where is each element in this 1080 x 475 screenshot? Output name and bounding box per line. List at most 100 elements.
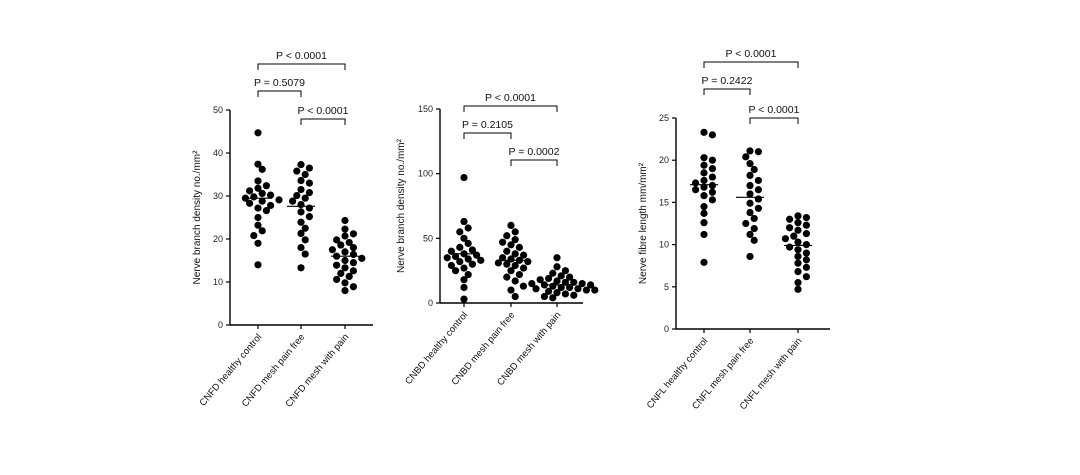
data-point xyxy=(794,268,802,276)
data-point xyxy=(275,196,283,204)
data-point xyxy=(345,238,353,247)
data-point xyxy=(692,179,700,187)
data-point xyxy=(250,193,258,201)
data-point xyxy=(262,182,270,190)
data-point xyxy=(746,230,754,239)
data-point xyxy=(574,285,582,293)
data-point xyxy=(305,179,313,187)
data-point xyxy=(566,273,574,281)
significance-bracket xyxy=(300,118,346,125)
data-point xyxy=(794,278,802,287)
data-point xyxy=(341,256,349,265)
data-point xyxy=(802,221,811,229)
data-point xyxy=(349,259,357,267)
data-point xyxy=(293,167,301,175)
p-value-label: P < 0.0001 xyxy=(276,50,327,62)
data-point xyxy=(297,244,305,252)
y-tick-label: 0 xyxy=(428,298,433,308)
data-point xyxy=(746,171,754,179)
data-point xyxy=(700,258,708,266)
data-point xyxy=(794,238,802,246)
y-tick-label: 0 xyxy=(664,324,669,334)
data-point xyxy=(452,267,460,275)
data-point xyxy=(460,217,468,226)
data-point xyxy=(700,169,708,177)
data-point xyxy=(258,227,266,235)
data-point xyxy=(447,247,455,255)
data-point xyxy=(301,170,309,179)
data-point xyxy=(511,236,519,244)
data-point xyxy=(557,272,565,280)
data-point xyxy=(297,208,305,216)
data-point xyxy=(305,188,313,197)
y-tick-label: 25 xyxy=(659,113,669,123)
data-point xyxy=(549,269,557,277)
data-point xyxy=(549,294,557,302)
data-point xyxy=(802,249,811,257)
data-point xyxy=(561,267,570,275)
p-value-label: P < 0.0001 xyxy=(485,92,536,104)
data-point xyxy=(297,218,305,226)
data-point xyxy=(341,232,349,240)
data-point xyxy=(708,181,717,190)
data-point xyxy=(700,209,708,217)
data-point xyxy=(786,224,794,232)
data-point xyxy=(341,248,349,256)
data-point xyxy=(746,159,754,168)
data-point xyxy=(511,250,519,258)
data-point xyxy=(507,241,515,249)
data-point xyxy=(519,282,528,290)
p-value-label: P = 0.2422 xyxy=(702,75,753,87)
data-point xyxy=(794,219,802,227)
data-point xyxy=(708,131,717,139)
data-point xyxy=(349,283,357,291)
data-point xyxy=(254,160,262,168)
data-point xyxy=(511,228,519,236)
data-point xyxy=(333,261,341,269)
significance-bracket xyxy=(749,117,799,124)
data-point xyxy=(553,277,561,285)
data-point xyxy=(781,235,790,243)
data-point xyxy=(746,147,754,155)
data-point xyxy=(708,165,717,173)
data-point xyxy=(301,194,309,202)
data-point xyxy=(305,213,313,221)
data-point xyxy=(561,278,570,286)
data-point xyxy=(520,264,528,272)
data-point xyxy=(750,214,758,223)
data-point xyxy=(750,224,758,233)
data-point xyxy=(464,224,472,232)
data-point xyxy=(790,232,798,240)
data-point xyxy=(515,243,524,251)
data-point xyxy=(297,229,305,238)
data-point xyxy=(557,283,565,292)
y-axis-title: Nerve branch density no./mm² xyxy=(192,150,203,285)
data-point xyxy=(333,275,341,284)
data-point xyxy=(460,283,468,292)
y-tick-label: 20 xyxy=(659,155,669,165)
data-point xyxy=(700,128,708,136)
data-point xyxy=(754,148,763,156)
data-point xyxy=(258,165,266,173)
data-point xyxy=(341,264,349,272)
data-point xyxy=(246,187,254,195)
data-point xyxy=(297,264,305,272)
p-value-label: P = 0.2105 xyxy=(462,119,513,131)
y-tick-label: 20 xyxy=(213,234,223,244)
data-point xyxy=(349,230,357,238)
data-point xyxy=(254,204,262,212)
significance-bracket xyxy=(463,132,512,139)
data-point xyxy=(341,287,349,295)
data-point xyxy=(582,286,591,294)
data-point xyxy=(258,189,266,198)
data-point xyxy=(692,186,700,194)
data-point xyxy=(246,199,254,207)
y-tick-label: 50 xyxy=(213,105,223,115)
data-point xyxy=(333,236,341,244)
data-point xyxy=(443,254,451,262)
data-point xyxy=(742,219,750,228)
data-point xyxy=(794,226,802,234)
data-point xyxy=(254,239,262,247)
